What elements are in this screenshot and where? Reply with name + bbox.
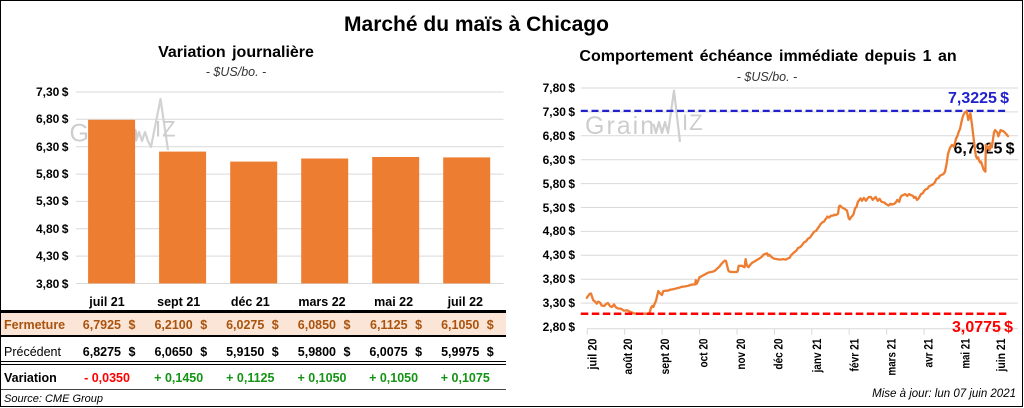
svg-text:mai 21: mai 21 [958, 338, 972, 368]
svg-text:oct 20: oct 20 [696, 338, 710, 367]
svg-text:janv 21: janv 21 [810, 338, 824, 373]
svg-text:nov 20: nov 20 [734, 338, 748, 369]
svg-text:juin 21: juin 21 [994, 338, 1008, 372]
svg-text:6,7925 $: 6,7925 $ [953, 141, 1014, 158]
svg-text:mars 21: mars 21 [885, 338, 899, 375]
svg-text:déc 20: déc 20 [771, 338, 785, 369]
svg-text:sept 20: sept 20 [658, 338, 672, 374]
svg-text:IZ: IZ [155, 117, 177, 142]
svg-text:févr 21: févr 21 [847, 338, 861, 371]
svg-text:août 20: août 20 [621, 338, 635, 374]
svg-text:Grain: Grain [585, 112, 656, 140]
svg-text:avr 21: avr 21 [922, 338, 936, 367]
svg-text:IZ: IZ [682, 110, 704, 135]
svg-text:juil 20: juil 20 [585, 338, 599, 370]
